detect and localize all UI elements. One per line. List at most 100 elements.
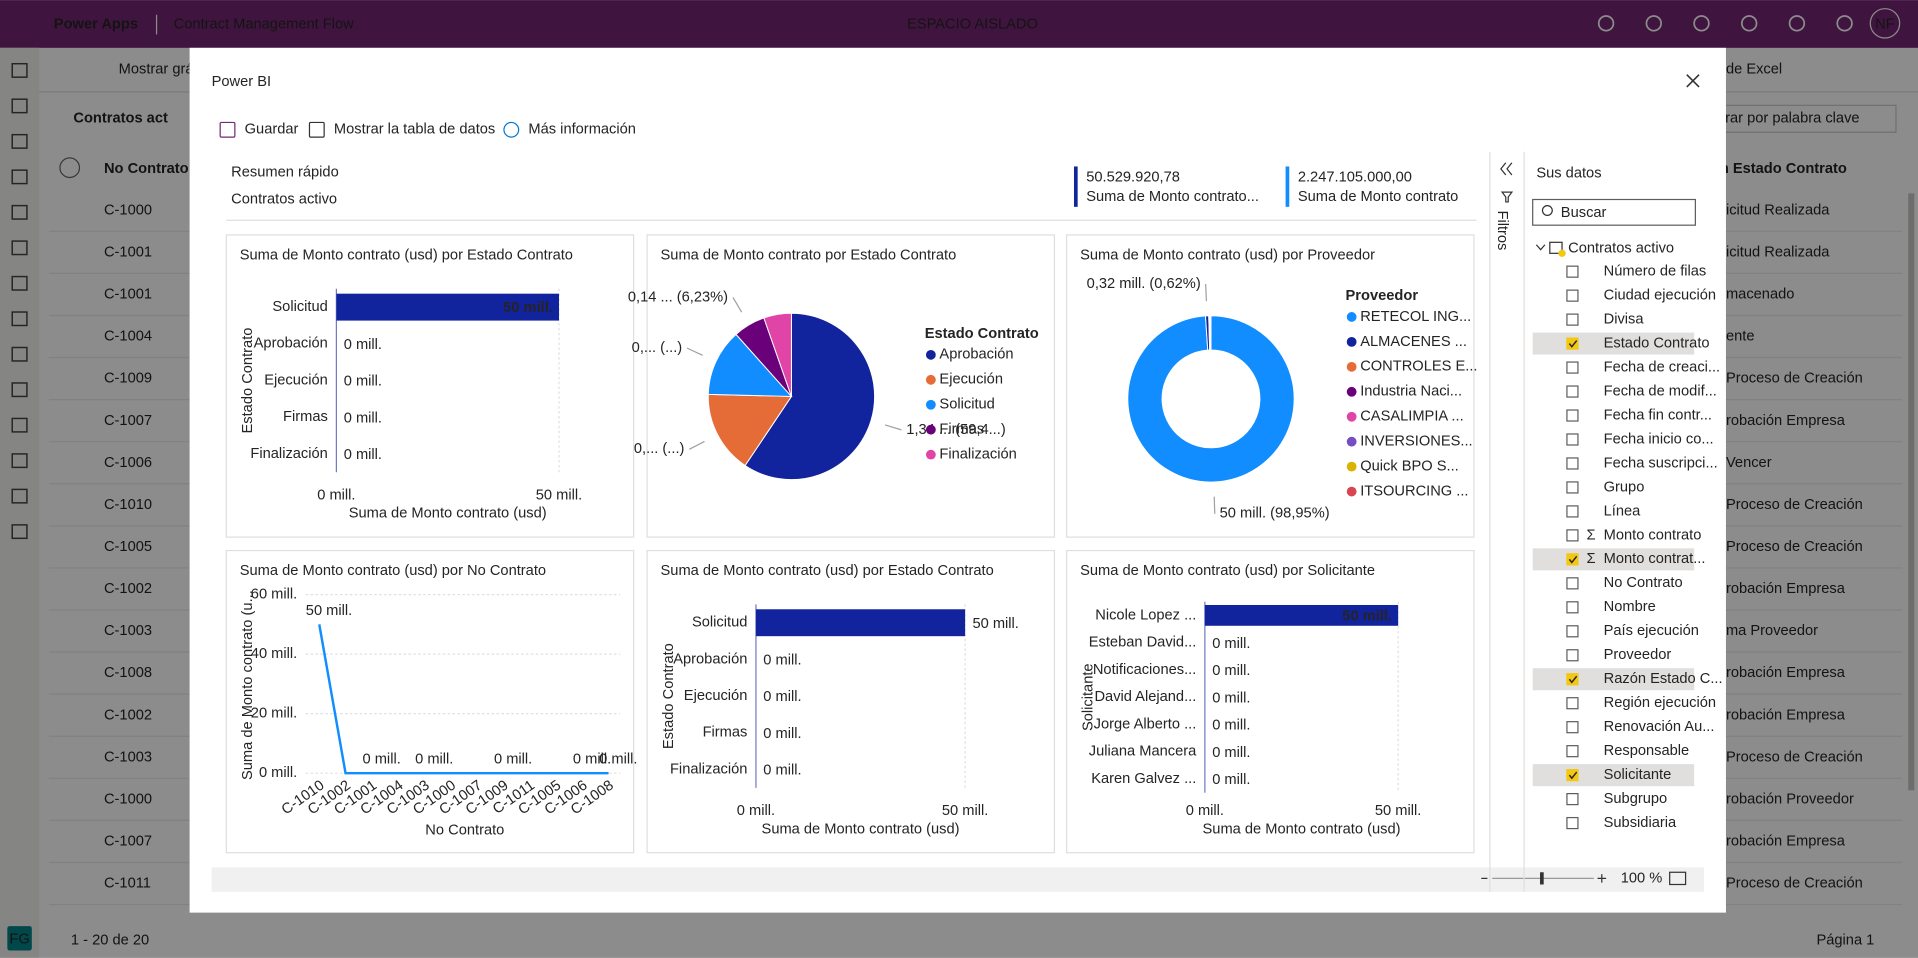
field-checkbox[interactable] xyxy=(1566,313,1579,326)
field-checkbox[interactable] xyxy=(1566,385,1579,398)
field-name[interactable]: No Contrato xyxy=(1604,575,1683,591)
row-cell[interactable]: C-1000 xyxy=(104,791,152,807)
legend-label[interactable]: Quick BPO S... xyxy=(1360,459,1459,475)
field-checkbox[interactable] xyxy=(1566,577,1579,590)
nav-icon[interactable] xyxy=(11,382,28,398)
select-all[interactable] xyxy=(59,157,81,179)
field-checkbox[interactable] xyxy=(1566,721,1579,734)
row-cell[interactable]: C-1007 xyxy=(104,834,152,850)
toolbar-icon[interactable] xyxy=(1693,15,1710,32)
nav-icon[interactable] xyxy=(11,524,28,540)
field-name[interactable]: Número de filas xyxy=(1604,264,1707,280)
close-button[interactable] xyxy=(1686,74,1700,88)
field-checkbox[interactable] xyxy=(1566,505,1579,518)
filters-label[interactable]: Filtros xyxy=(1494,211,1510,251)
field-checkbox[interactable] xyxy=(1566,649,1579,662)
row-cell[interactable]: C-1002 xyxy=(104,581,152,597)
legend-label[interactable]: Aprobación xyxy=(939,347,1013,363)
row-cell[interactable]: C-1010 xyxy=(104,497,152,513)
field-name[interactable]: Fecha de creaci... xyxy=(1604,359,1721,375)
field-name[interactable]: Fecha fin contr... xyxy=(1604,407,1712,423)
legend-label[interactable]: CONTROLES E... xyxy=(1360,359,1477,375)
field-name[interactable]: País ejecución xyxy=(1604,623,1699,639)
field-name[interactable]: Grupo xyxy=(1604,479,1645,495)
row-cell[interactable]: C-1006 xyxy=(104,455,152,471)
user-avatar[interactable] xyxy=(1869,8,1901,39)
legend-label[interactable]: ITSOURCING ... xyxy=(1360,483,1468,499)
field-name[interactable]: Proveedor xyxy=(1604,647,1672,663)
legend-label[interactable]: ALMACENES ... xyxy=(1360,334,1467,350)
field-name[interactable]: Subgrupo xyxy=(1604,791,1668,807)
nav-icon[interactable] xyxy=(11,346,28,362)
row-cell[interactable]: C-1001 xyxy=(104,287,152,303)
field-checkbox[interactable] xyxy=(1566,481,1579,494)
column-header[interactable]: No Contrato xyxy=(104,161,189,177)
field-name[interactable]: Monto contrato xyxy=(1604,527,1702,543)
fields-search[interactable] xyxy=(1532,198,1696,226)
field-checkbox[interactable] xyxy=(1566,361,1579,374)
field-name[interactable]: Fecha de modif... xyxy=(1604,383,1717,399)
action-icon[interactable] xyxy=(219,121,236,138)
legend-label[interactable]: Finalización xyxy=(939,447,1016,463)
action-icon[interactable] xyxy=(503,121,520,138)
action-button[interactable]: Más información xyxy=(528,122,636,138)
field-name[interactable]: Razón Estado C... xyxy=(1604,671,1723,687)
field-checkbox[interactable] xyxy=(1566,529,1579,542)
legend-label[interactable]: Firmas xyxy=(939,422,984,438)
nav-icon[interactable] xyxy=(11,204,28,220)
field-name[interactable]: Divisa xyxy=(1604,311,1645,327)
nav-icon[interactable] xyxy=(11,169,28,185)
nav-icon[interactable] xyxy=(11,62,28,78)
field-checkbox[interactable] xyxy=(1566,745,1579,758)
column-header[interactable]: n Estado Contrato xyxy=(1720,161,1847,177)
row-cell[interactable]: C-1003 xyxy=(104,623,152,639)
field-name[interactable]: Línea xyxy=(1604,503,1642,519)
legend-label[interactable]: Solicitud xyxy=(939,397,994,413)
field-name[interactable]: Responsable xyxy=(1604,743,1690,759)
nav-icon[interactable] xyxy=(11,240,28,256)
row-cell[interactable]: C-1009 xyxy=(104,371,152,387)
row-cell[interactable]: C-1003 xyxy=(104,749,152,765)
toolbar-icon[interactable] xyxy=(1788,15,1806,32)
nav-icon[interactable] xyxy=(11,311,28,327)
field-name[interactable]: Fecha inicio co... xyxy=(1604,431,1714,447)
row-cell[interactable]: C-1008 xyxy=(104,665,152,681)
field-name[interactable]: Región ejecución xyxy=(1604,695,1716,711)
nav-icon[interactable] xyxy=(11,488,28,504)
search-box[interactable] xyxy=(1705,104,1897,133)
nav-icon[interactable] xyxy=(11,133,28,149)
legend-label[interactable]: INVERSIONES... xyxy=(1360,434,1472,450)
field-checkbox[interactable] xyxy=(1566,673,1579,686)
row-cell[interactable]: C-1011 xyxy=(104,876,151,892)
row-cell[interactable]: C-1001 xyxy=(104,244,152,260)
field-name[interactable]: Ciudad ejecución xyxy=(1604,288,1716,304)
fit-button[interactable] xyxy=(1669,871,1687,886)
row-cell[interactable]: C-1002 xyxy=(104,707,152,723)
field-checkbox[interactable] xyxy=(1566,433,1579,446)
nav-icon[interactable] xyxy=(11,453,28,469)
legend-label[interactable]: Ejecución xyxy=(939,372,1003,388)
row-cell[interactable]: C-1004 xyxy=(104,329,152,345)
field-checkbox[interactable] xyxy=(1566,769,1579,782)
field-checkbox[interactable] xyxy=(1566,553,1579,566)
legend-label[interactable]: Industria Naci... xyxy=(1360,384,1462,400)
field-checkbox[interactable] xyxy=(1566,289,1579,302)
legend-label[interactable]: CASALIMPIA ... xyxy=(1360,409,1463,425)
row-cell[interactable]: C-1005 xyxy=(104,539,152,555)
nav-icon[interactable] xyxy=(11,98,28,114)
field-checkbox[interactable] xyxy=(1566,409,1579,422)
action-icon[interactable] xyxy=(308,121,325,138)
zoom-thumb[interactable] xyxy=(1540,872,1544,885)
field-name[interactable]: Estado Contrato xyxy=(1604,335,1710,351)
field-name[interactable]: Nombre xyxy=(1604,599,1656,615)
field-checkbox[interactable] xyxy=(1566,265,1579,278)
field-name[interactable]: Solicitante xyxy=(1604,767,1672,783)
field-checkbox[interactable] xyxy=(1566,457,1579,470)
toolbar-icon[interactable] xyxy=(1597,15,1615,32)
toolbar-button[interactable]: Mostrar grá xyxy=(119,62,195,78)
field-name[interactable]: Monto contrat... xyxy=(1604,551,1706,567)
field-name[interactable]: Fecha suscripci... xyxy=(1604,455,1718,471)
action-button[interactable]: Guardar xyxy=(245,122,299,138)
legend-label[interactable]: RETECOL ING... xyxy=(1360,309,1471,325)
row-cell[interactable]: C-1007 xyxy=(104,413,152,429)
